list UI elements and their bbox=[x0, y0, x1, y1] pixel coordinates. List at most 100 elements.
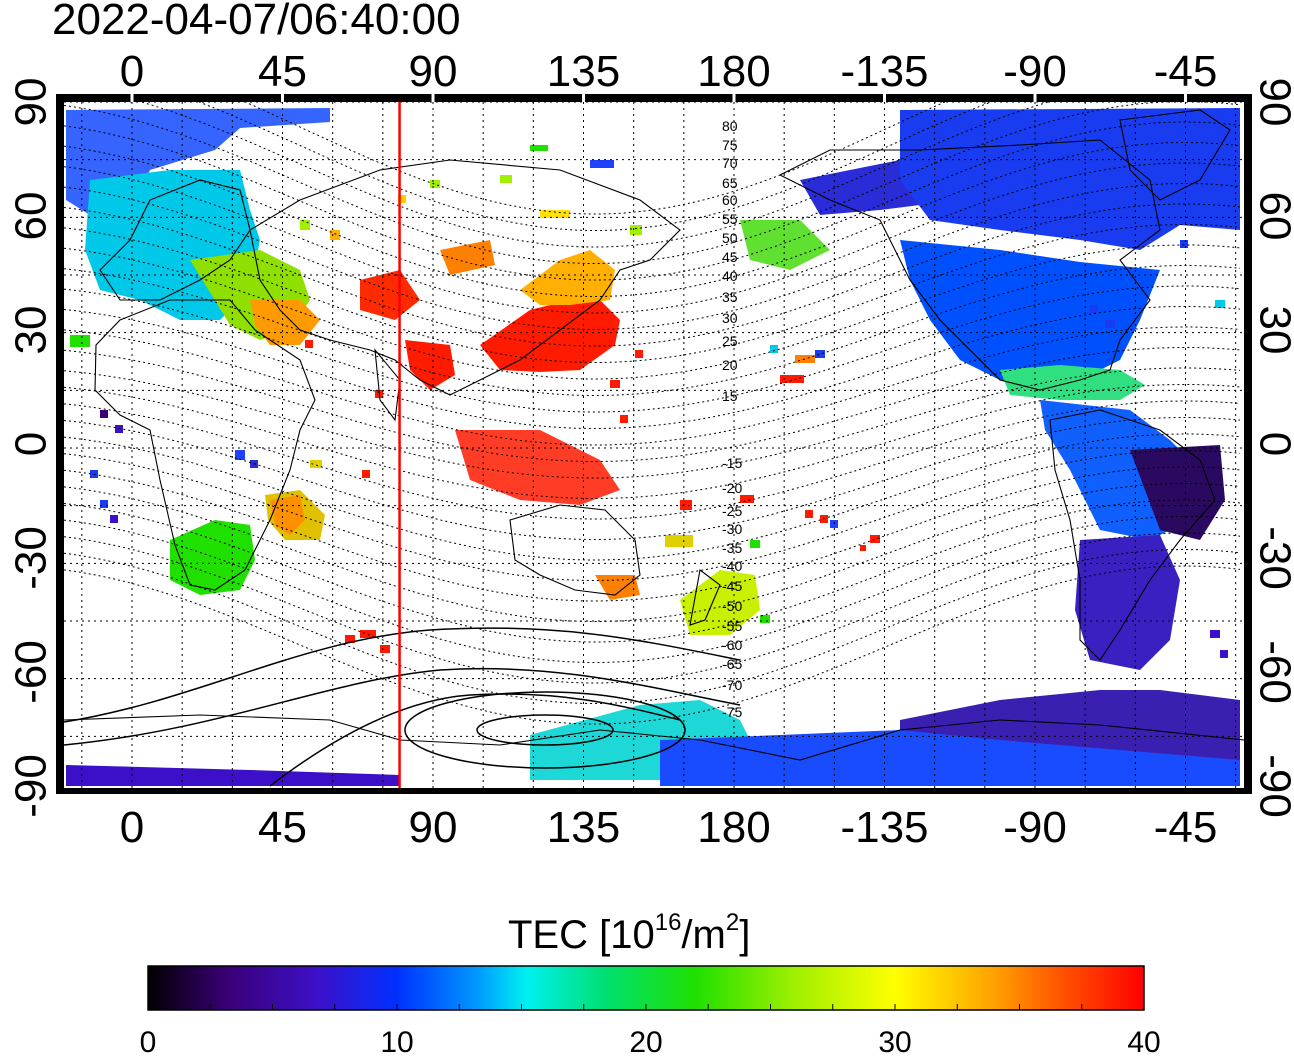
magnetic-contour bbox=[64, 306, 1241, 429]
contour-label: 20 bbox=[722, 357, 738, 373]
tec-region-canada bbox=[900, 108, 1240, 250]
magnetic-contour bbox=[64, 121, 1241, 281]
coastlines bbox=[64, 109, 1244, 761]
map-left-border bbox=[56, 94, 64, 794]
contour-label: 35 bbox=[722, 289, 738, 305]
lat-tick-label-right: 90 bbox=[1250, 78, 1294, 127]
coastline-greenland bbox=[1119, 109, 1231, 201]
lat-tick-label-left: 30 bbox=[7, 306, 56, 355]
colorbar-gradient bbox=[147, 965, 1145, 1011]
contour-solid-2 bbox=[64, 667, 741, 746]
magnetic-contour bbox=[64, 515, 1241, 663]
lon-tick-mark-top bbox=[582, 94, 585, 102]
magnetic-contour bbox=[64, 326, 1241, 446]
lon-tick-label-top: 45 bbox=[258, 47, 307, 96]
magnetic-contour bbox=[64, 532, 1241, 684]
magnetic-contour bbox=[64, 367, 1241, 479]
lat-tick-label-left: 90 bbox=[7, 78, 56, 127]
contour-ellipse-inner bbox=[476, 714, 614, 746]
lon-tick-mark-top bbox=[883, 94, 886, 102]
coastline-asia bbox=[249, 159, 681, 396]
southern-solid-contours bbox=[64, 627, 741, 787]
lon-tick-mark-top bbox=[431, 94, 435, 102]
magnetic-contour bbox=[64, 565, 1241, 725]
contour-label: 25 bbox=[722, 333, 738, 349]
lon-tick-mark-top bbox=[732, 94, 736, 102]
lat-tick-label-left: 0 bbox=[7, 432, 56, 456]
lon-tick-label-bottom: 135 bbox=[547, 803, 620, 852]
lon-tick-label-top: 135 bbox=[547, 47, 620, 96]
colorbar-label-main: TEC [10 bbox=[508, 913, 655, 957]
lon-tick-label-bottom: 180 bbox=[697, 803, 770, 852]
coastline-africa bbox=[94, 299, 316, 591]
contour-label: 80 bbox=[722, 118, 738, 134]
contour-label: -45 bbox=[722, 578, 742, 594]
coastline-antarctica bbox=[64, 714, 1244, 761]
colorbar-ticks: 0 10 20 30 40 bbox=[140, 1004, 1161, 1059]
magnetic-contour bbox=[64, 548, 1241, 704]
tec-region-patagonia bbox=[1075, 535, 1180, 670]
magnetic-contour bbox=[64, 182, 1241, 330]
lat-tick-label-right: 60 bbox=[1250, 192, 1294, 241]
lon-tick-mark-top bbox=[1184, 94, 1187, 102]
contour-solid-3 bbox=[269, 693, 681, 787]
lon-tick-label-bottom: 90 bbox=[409, 803, 458, 852]
tec-region-japan bbox=[520, 250, 615, 305]
colorbar-label-exponent: 16 bbox=[654, 909, 682, 936]
magnetic-contour bbox=[64, 347, 1241, 462]
lon-tick-label-top: 90 bbox=[409, 47, 458, 96]
lon-tick-mark-top bbox=[1033, 94, 1037, 102]
contour-label: -30 bbox=[722, 521, 742, 537]
lat-tick-label-right: -90 bbox=[1250, 754, 1294, 818]
colorbar-label-end: ] bbox=[739, 913, 751, 957]
coastline-south-america bbox=[1049, 409, 1216, 661]
contour-label: 70 bbox=[722, 155, 738, 171]
coastline-north-america bbox=[778, 139, 1161, 391]
map-bottom-border bbox=[64, 786, 1244, 794]
lon-tick-label-top: -135 bbox=[840, 47, 928, 96]
lat-tick-label-right: 0 bbox=[1250, 432, 1294, 456]
tec-region-indonesia bbox=[455, 430, 620, 505]
colorbar-label-unit: /m bbox=[681, 913, 726, 957]
lon-ticks-bottom: 0 45 90 135 180 -135 -90 -45 bbox=[120, 803, 1218, 852]
magnetic-contour bbox=[64, 102, 1241, 264]
magnetic-contour bbox=[64, 417, 1241, 540]
lon-tick-label-top: 0 bbox=[120, 47, 144, 96]
tec-region-antarctica-left bbox=[66, 765, 400, 786]
colorbar-label: TEC [1016/m2] bbox=[508, 900, 750, 958]
lat-tick-label-left: -60 bbox=[7, 640, 56, 704]
magnetic-latitude-contours bbox=[64, 102, 1241, 725]
lon-tick-label-bottom: 45 bbox=[258, 803, 307, 852]
magnetic-contour bbox=[64, 162, 1241, 314]
lon-tick-label-bottom: -90 bbox=[1003, 803, 1067, 852]
colorbar-tick-label: 0 bbox=[140, 1026, 157, 1057]
contour-label: 60 bbox=[722, 192, 738, 208]
colorbar-tick-label: 40 bbox=[1127, 1026, 1160, 1057]
colorbar-tick-label: 20 bbox=[629, 1026, 662, 1057]
magnetic-contour bbox=[64, 285, 1241, 413]
lon-tick-label-top: 180 bbox=[697, 47, 770, 96]
lon-tick-label-top: -45 bbox=[1154, 47, 1218, 96]
contour-ellipse-outer bbox=[404, 691, 686, 769]
contour-label: 65 bbox=[722, 175, 738, 191]
contour-label: 30 bbox=[722, 310, 738, 326]
tec-region-west-na bbox=[740, 220, 830, 270]
magnetic-contour bbox=[64, 244, 1241, 380]
tec-region-china bbox=[480, 300, 620, 372]
lat-ticks-right: 90 60 30 0 -30 -60 -90 bbox=[1250, 78, 1294, 818]
map-right-border bbox=[1244, 94, 1252, 794]
lat-tick-label-right: -30 bbox=[1250, 526, 1294, 590]
contour-label: 45 bbox=[722, 249, 738, 265]
coastline-newzealand bbox=[689, 569, 721, 626]
tec-region-middleeast bbox=[250, 300, 320, 345]
lon-tick-label-top: -90 bbox=[1003, 47, 1067, 96]
lon-tick-label-bottom: -135 bbox=[840, 803, 928, 852]
tec-region-gulf bbox=[1000, 365, 1145, 400]
tec-region-newzealand bbox=[680, 570, 760, 635]
magnetic-contour bbox=[139, 102, 1051, 248]
tec-region-usa bbox=[900, 240, 1160, 390]
contour-label: -70 bbox=[722, 677, 742, 693]
contour-label: -75 bbox=[722, 704, 742, 720]
